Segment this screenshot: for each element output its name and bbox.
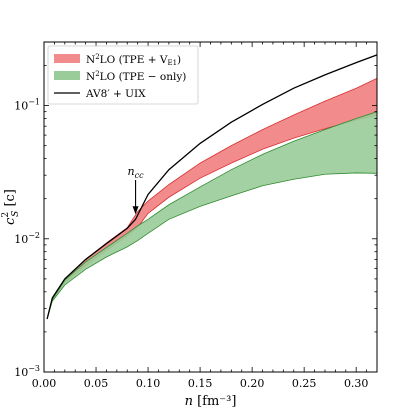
y-axis-label: c2S [c] [1, 189, 21, 225]
legend-swatch-1 [54, 71, 80, 80]
x-tick-label: 0.25 [292, 377, 317, 390]
data-layer [46, 54, 377, 320]
x-tick-label: 0.30 [344, 377, 369, 390]
series-line-2 [46, 54, 377, 320]
axis-labels: n [fm⁻³] c2S [c] [1, 189, 236, 409]
x-tick-label: 0.20 [240, 377, 265, 390]
y-tick-label: 10−3 [14, 364, 40, 379]
series-band-1 [46, 111, 377, 320]
annotation-arrow-head [132, 206, 139, 215]
x-tick-label: 0.00 [32, 377, 57, 390]
x-axis-label: n [fm⁻³] [185, 394, 237, 409]
x-tick-label: 0.15 [188, 377, 213, 390]
annotation-layer: ncc [128, 165, 145, 215]
axes: 0.00 0.05 0.10 0.15 0.20 0.25 0.30 10−3 10−2 10−1 [14, 41, 378, 390]
legend-swatch-0 [54, 54, 80, 63]
legend-label-1: N2LO (TPE − only) [86, 70, 186, 83]
x-tick-label: 0.10 [136, 377, 161, 390]
annotation-label: ncc [128, 165, 145, 180]
legend-box [47, 45, 199, 105]
legend-label-2: AV8′ + UIX [85, 88, 146, 100]
legend: N2LO (TPE + VE1) N2LO (TPE − only) AV8′ + … [47, 45, 199, 105]
x-tick-label: 0.05 [84, 377, 109, 390]
y-tick-label: 10−1 [14, 98, 40, 113]
y-tick-label: 10−2 [14, 231, 40, 246]
legend-label-0: N2LO (TPE + VE1) [86, 53, 181, 67]
